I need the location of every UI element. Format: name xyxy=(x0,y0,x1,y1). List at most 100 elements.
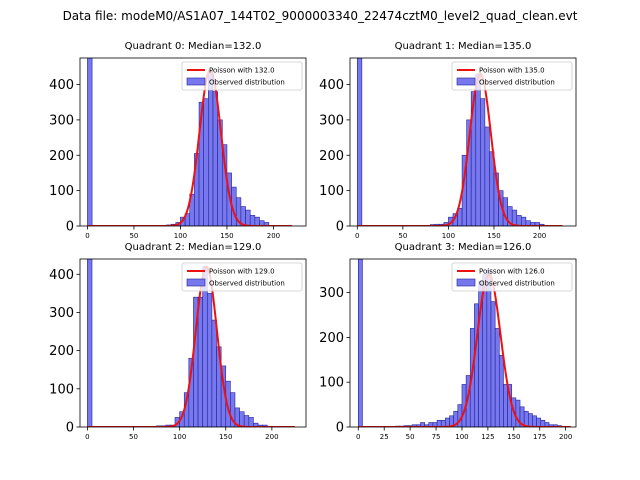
histogram-bar xyxy=(475,73,481,226)
axes-frame xyxy=(79,258,307,428)
histogram-bar xyxy=(203,98,209,226)
y-tick-label: 200 xyxy=(319,331,344,346)
x-tick-label: 0 xyxy=(355,232,359,240)
histogram-bar xyxy=(490,301,496,427)
panel-title: Quadrant 0: Median=132.0 xyxy=(125,41,262,52)
histogram-bar xyxy=(484,126,490,226)
y-tick-label: 0 xyxy=(336,220,344,235)
legend: Poisson with 129.0 Observed distribution xyxy=(181,262,303,292)
poisson-curve xyxy=(87,265,295,427)
legend-observed-swatch xyxy=(186,77,206,86)
figure-title: Data file: modeM0/AS1A07_144T02_90000033… xyxy=(63,9,578,23)
histogram-bar xyxy=(243,415,250,427)
y-tick-label: 0 xyxy=(66,421,74,436)
histogram-bar xyxy=(356,58,363,226)
plot-area xyxy=(87,58,293,226)
histogram-bar xyxy=(521,216,527,226)
histogram-bar xyxy=(87,58,93,226)
x-tick-label: 50 xyxy=(406,433,415,441)
y-tick-label: 300 xyxy=(49,113,74,128)
legend: Poisson with 135.0 Observed distribution xyxy=(451,61,573,91)
quadrant-3-panel: Quadrant 3: Median=126.0 0 25 50 75 100 125 150… xyxy=(319,242,577,441)
histogram-bar xyxy=(87,259,93,427)
axes-frame xyxy=(349,57,577,227)
histogram-bar xyxy=(357,259,363,427)
legend-poisson-label: Poisson with 135.0 xyxy=(479,67,545,75)
plot-area xyxy=(356,58,563,226)
y-tick-label: 400 xyxy=(319,78,344,93)
poisson-curve xyxy=(87,69,293,226)
quadrant-0-panel: Quadrant 0: Median=132.0 0 50 100 150 200 0 100… xyxy=(49,41,307,240)
legend-poisson-label: Poisson with 126.0 xyxy=(479,268,545,276)
x-tick-label: 150 xyxy=(507,433,520,441)
histogram-bar xyxy=(516,215,522,226)
x-tick-label: 0 xyxy=(85,232,89,240)
x-tick-label: 175 xyxy=(533,433,546,441)
legend-observed-label: Observed distribution xyxy=(479,79,555,87)
y-tick-label: 300 xyxy=(319,113,344,128)
legend: Poisson with 132.0 Observed distribution xyxy=(181,61,303,91)
x-tick-label: 200 xyxy=(559,433,572,441)
x-tick-label: 125 xyxy=(481,433,494,441)
quadrant-1-panel: Quadrant 1: Median=135.0 0 50 100 150 200 0 100… xyxy=(319,41,577,240)
y-tick-label: 100 xyxy=(319,376,344,391)
histogram-bar xyxy=(489,151,495,226)
x-tick-label: 0 xyxy=(356,433,360,441)
histogram-bar xyxy=(486,269,492,427)
x-tick-label: 150 xyxy=(220,232,233,240)
x-tick-label: 200 xyxy=(533,232,546,240)
histogram-bar xyxy=(254,216,260,226)
histogram-bar xyxy=(263,222,270,226)
y-tick-label: 200 xyxy=(49,344,74,359)
x-tick-label: 200 xyxy=(267,232,280,240)
legend-box xyxy=(451,61,573,91)
x-tick-label: 50 xyxy=(129,433,138,441)
histogram-bar xyxy=(248,417,254,427)
x-tick-label: 0 xyxy=(85,433,89,441)
x-tick-label: 75 xyxy=(432,433,441,441)
panel-title: Quadrant 1: Median=135.0 xyxy=(395,41,532,52)
poisson-curve xyxy=(357,72,563,226)
legend-box xyxy=(181,262,303,292)
legend-observed-swatch xyxy=(456,278,476,287)
panel-title: Quadrant 3: Median=126.0 xyxy=(395,242,532,253)
legend-observed-swatch xyxy=(186,278,206,287)
legend-observed-swatch xyxy=(456,77,476,86)
histogram-bar xyxy=(498,355,504,427)
histogram-bar xyxy=(480,98,486,226)
axes-frame xyxy=(349,258,577,428)
x-tick-label: 150 xyxy=(219,433,232,441)
legend-poisson-label: Poisson with 132.0 xyxy=(209,67,275,75)
histogram-bar xyxy=(536,417,542,427)
y-tick-label: 400 xyxy=(49,78,74,93)
y-tick-label: 0 xyxy=(336,421,344,436)
histogram-bar xyxy=(211,319,217,427)
histogram-bar xyxy=(208,70,214,226)
histogram-bar xyxy=(249,215,256,226)
x-tick-label: 50 xyxy=(398,232,407,240)
legend: Poisson with 126.0 Observed distribution xyxy=(451,262,573,292)
x-tick-label: 200 xyxy=(265,433,278,441)
x-tick-label: 100 xyxy=(455,433,468,441)
y-tick-label: 100 xyxy=(49,184,74,199)
histogram-bar xyxy=(212,91,218,226)
y-tick-label: 400 xyxy=(49,268,74,283)
legend-observed-label: Observed distribution xyxy=(479,280,555,288)
y-tick-label: 0 xyxy=(66,220,74,235)
panels: Quadrant 0: Median=132.0 0 50 100 150 200 0 100… xyxy=(49,41,577,441)
legend-observed-label: Observed distribution xyxy=(209,79,285,87)
histogram-bar xyxy=(494,328,500,427)
histogram-bar xyxy=(239,411,245,427)
histogram-bar xyxy=(503,384,508,427)
legend-box xyxy=(451,262,573,292)
legend-poisson-label: Poisson with 129.0 xyxy=(209,268,275,276)
x-tick-label: 100 xyxy=(174,232,187,240)
histogram-bar xyxy=(245,209,251,226)
y-tick-label: 300 xyxy=(319,286,344,301)
x-tick-label: 50 xyxy=(129,232,138,240)
y-tick-label: 300 xyxy=(49,306,74,321)
histogram-bar xyxy=(532,415,537,427)
y-tick-label: 100 xyxy=(49,382,74,397)
plot-area xyxy=(87,259,295,427)
